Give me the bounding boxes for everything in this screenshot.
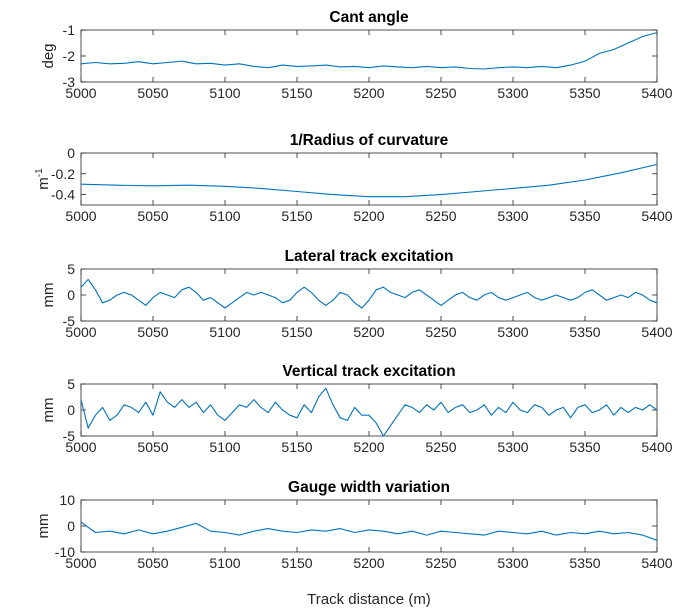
subplot-cant-angle: Cant angle deg 5000 5050 5100 5150 5200 5250 5… — [40, 9, 673, 101]
x-tick-label: 5300 — [497, 439, 528, 455]
x-tick-label: 5000 — [65, 208, 96, 224]
x-tick-label: 5350 — [569, 324, 600, 340]
series-line — [80, 163, 658, 198]
series-line — [80, 32, 658, 70]
y-tick-label: 0 — [67, 518, 75, 534]
x-tick-label: 5100 — [209, 85, 240, 101]
y-tick-label: 5 — [67, 261, 75, 277]
x-tick-label: 5250 — [425, 85, 456, 101]
y-tick-label: 10 — [59, 492, 75, 508]
y-tick-label: -3 — [63, 74, 76, 90]
y-tick-label: -5 — [63, 313, 76, 329]
x-tick-label: 5200 — [353, 324, 384, 340]
x-tick-label: 5200 — [353, 439, 384, 455]
subplot-title: Gauge width variation — [288, 479, 450, 496]
x-tick-label: 5200 — [353, 555, 384, 571]
x-tick-label: 5350 — [569, 208, 600, 224]
x-tick-label: 5150 — [281, 439, 312, 455]
x-tick-label: 5400 — [641, 324, 672, 340]
plot-area: 5000 5050 5100 5150 5200 5250 5300 5350 5400 -5 0 5 — [63, 376, 673, 455]
y-tick-label: -10 — [55, 544, 75, 560]
subplot-title: Cant angle — [329, 9, 409, 26]
y-tick-label: -0.2 — [51, 166, 75, 182]
series-line — [80, 278, 658, 309]
series-line — [80, 387, 658, 437]
x-tick-label: 5250 — [425, 439, 456, 455]
x-tick-label: 5000 — [65, 439, 96, 455]
x-tick-label: 5350 — [569, 439, 600, 455]
plot-area: 5000 5050 5100 5150 5200 5250 5300 5350 5400 -10 0… — [55, 492, 673, 571]
x-tick-label: 5000 — [65, 555, 96, 571]
x-tick-label: 5000 — [65, 324, 96, 340]
y-axis-label: m-1 — [34, 168, 52, 190]
plot-area: 5000 5050 5100 5150 5200 5250 5300 5350 5400 -0.4… — [51, 145, 673, 224]
y-tick-label: 5 — [67, 376, 75, 392]
y-tick-label: 0 — [67, 402, 75, 418]
x-tick-label: 5200 — [353, 85, 384, 101]
x-tick-label: 5300 — [497, 324, 528, 340]
x-tick-label: 5300 — [497, 85, 528, 101]
x-tick-label: 5400 — [641, 555, 672, 571]
x-tick-label: 5100 — [209, 324, 240, 340]
plot-area: 5000 5050 5100 5150 5200 5250 5300 5350 5400 -5 0 5 — [63, 261, 673, 340]
x-axis-label: Track distance (m) — [307, 591, 431, 608]
x-tick-label: 5000 — [65, 85, 96, 101]
x-tick-label: 5250 — [425, 208, 456, 224]
x-tick-label: 5250 — [425, 555, 456, 571]
x-tick-label: 5050 — [137, 208, 168, 224]
y-tick-label: -5 — [63, 428, 76, 444]
x-tick-label: 5350 — [569, 85, 600, 101]
plot-area: 5000 5050 5100 5150 5200 5250 5300 5350 5400 -3 -2… — [63, 22, 673, 101]
subplot-lateral-track-excitation: Lateral track excitation mm 5000 5050 5100… — [40, 248, 673, 340]
x-tick-label: 5100 — [209, 208, 240, 224]
y-tick-label: 0 — [67, 145, 75, 161]
x-tick-label: 5300 — [497, 555, 528, 571]
x-tick-label: 5150 — [281, 208, 312, 224]
series-line — [80, 521, 658, 541]
x-tick-label: 5400 — [641, 208, 672, 224]
y-tick-label: 0 — [67, 287, 75, 303]
subplot-vertical-track-excitation: Vertical track excitation mm 5000 5050 510… — [40, 363, 673, 455]
x-tick-label: 5050 — [137, 85, 168, 101]
y-axis-label: deg — [40, 43, 57, 68]
subplot-radius-of-curvature: 1/Radius of curvature m-1 5000 5050 5100 51… — [34, 132, 673, 224]
subplot-title: Lateral track excitation — [285, 248, 454, 265]
x-tick-label: 5200 — [353, 208, 384, 224]
x-tick-label: 5150 — [281, 85, 312, 101]
y-axis-label: mm — [35, 514, 52, 539]
x-tick-label: 5250 — [425, 324, 456, 340]
x-tick-label: 5300 — [497, 208, 528, 224]
x-tick-label: 5400 — [641, 85, 672, 101]
y-axis-label: mm — [40, 283, 57, 308]
x-tick-label: 5400 — [641, 439, 672, 455]
x-tick-label: 5350 — [569, 555, 600, 571]
subplot-title: Vertical track excitation — [282, 363, 455, 380]
subplot-gauge-width-variation: Gauge width variation mm 5000 5050 5100 515… — [35, 479, 673, 571]
y-tick-label: -1 — [63, 22, 76, 38]
subplot-title: 1/Radius of curvature — [290, 132, 449, 149]
x-tick-label: 5150 — [281, 324, 312, 340]
x-tick-label: 5050 — [137, 324, 168, 340]
x-tick-label: 5050 — [137, 555, 168, 571]
x-tick-label: 5100 — [209, 439, 240, 455]
x-tick-label: 5100 — [209, 555, 240, 571]
y-tick-label: -0.4 — [51, 187, 75, 203]
y-axis-label: mm — [40, 398, 57, 423]
y-tick-label: -2 — [63, 48, 76, 64]
x-tick-label: 5150 — [281, 555, 312, 571]
x-tick-label: 5050 — [137, 439, 168, 455]
